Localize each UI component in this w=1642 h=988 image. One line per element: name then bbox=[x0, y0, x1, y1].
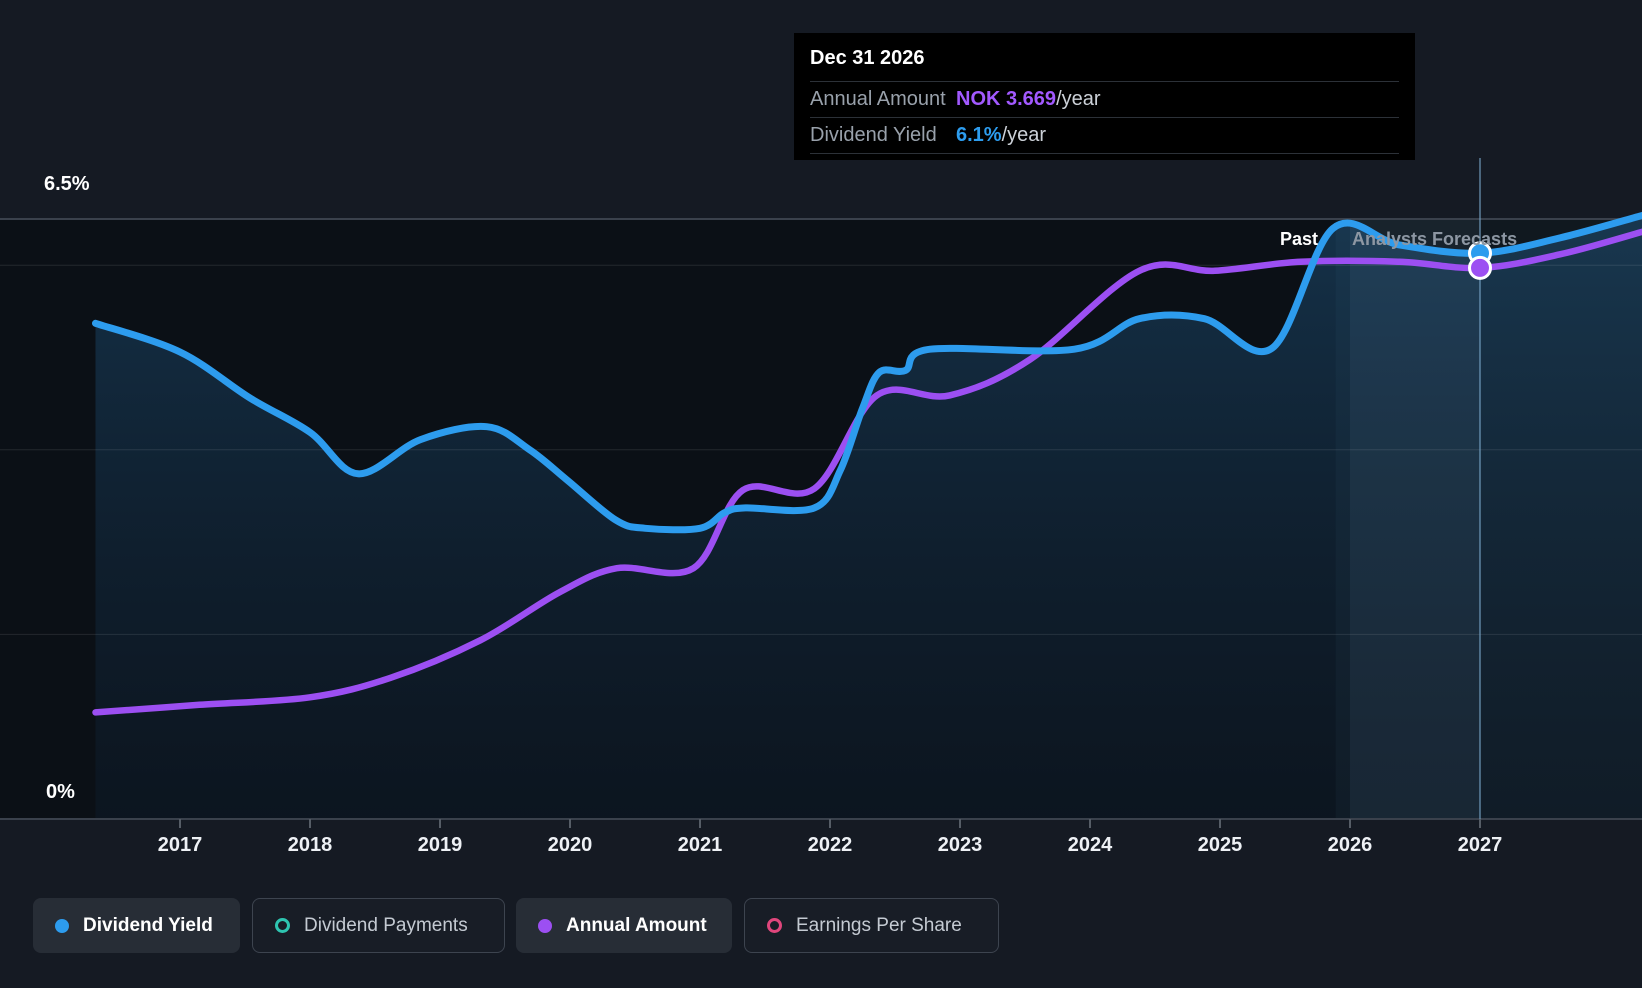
y-axis-max-label: 6.5% bbox=[44, 173, 90, 195]
legend-item-dividend-payments[interactable]: Dividend Payments bbox=[252, 898, 505, 953]
analysts-forecasts-zone-label: Analysts Forecasts bbox=[1352, 229, 1518, 249]
hover-year-highlight-band bbox=[1350, 219, 1480, 819]
annual-amount-hover-dot[interactable] bbox=[1468, 255, 1492, 280]
x-axis-label-2024: 2024 bbox=[1067, 834, 1113, 856]
tooltip-suffix-dividend-yield: /year bbox=[1001, 124, 1047, 146]
tooltip-label-annual-amount: Annual Amount bbox=[810, 88, 946, 110]
y-axis-min-label: 0% bbox=[46, 781, 75, 803]
x-axis-label-2017: 2017 bbox=[157, 834, 203, 856]
past-zone-label: Past bbox=[1279, 229, 1318, 249]
tooltip-label-dividend-yield: Dividend Yield bbox=[810, 124, 937, 146]
tooltip-date: Dec 31 2026 bbox=[810, 47, 925, 69]
x-axis-label-2020: 2020 bbox=[547, 834, 593, 856]
tooltip-row-annual-amount: Annual Amount NOK 3.669 /year bbox=[810, 81, 1399, 117]
x-axis-label-2019: 2019 bbox=[417, 834, 463, 856]
legend-item-earnings-per-share[interactable]: Earnings Per Share bbox=[744, 898, 999, 953]
chart-legend: Dividend Yield Dividend Payments Annual Am… bbox=[0, 898, 1642, 954]
x-axis-label-2021: 2021 bbox=[677, 834, 723, 856]
x-axis-label-2026: 2026 bbox=[1327, 834, 1373, 856]
legend-item-dividend-yield[interactable]: Dividend Yield bbox=[33, 898, 240, 953]
tooltip-value-dividend-yield: 6.1% bbox=[956, 124, 1002, 146]
x-axis-label-2018: 2018 bbox=[287, 834, 333, 856]
x-axis-label-2023: 2023 bbox=[937, 834, 983, 856]
legend-label-earnings-per-share: Earnings Per Share bbox=[796, 914, 962, 936]
legend-dot-earnings-per-share-icon bbox=[767, 918, 782, 933]
legend-dot-dividend-yield-icon bbox=[55, 918, 69, 933]
dividend-yield-line[interactable] bbox=[92, 211, 1642, 534]
dividend-yield-area-fill bbox=[95, 215, 1642, 819]
tooltip-value-annual-amount: NOK 3.669 bbox=[956, 88, 1057, 110]
tooltip-suffix-annual-amount: /year bbox=[1056, 88, 1101, 110]
x-axis-label-2022: 2022 bbox=[807, 834, 853, 856]
hover-tooltip: Dec 31 2026 Annual Amount NOK 3.669 /yea… bbox=[794, 33, 1415, 160]
annual-amount-line[interactable] bbox=[92, 228, 1642, 716]
x-axis-label-2025: 2025 bbox=[1197, 834, 1243, 856]
legend-dot-annual-amount-icon bbox=[538, 918, 552, 933]
legend-label-dividend-payments: Dividend Payments bbox=[304, 914, 468, 936]
legend-label-dividend-yield: Dividend Yield bbox=[83, 914, 213, 936]
legend-label-annual-amount: Annual Amount bbox=[566, 914, 707, 936]
legend-item-annual-amount[interactable]: Annual Amount bbox=[516, 898, 732, 953]
tooltip-row-dividend-yield: Dividend Yield 6.1% /year bbox=[810, 117, 1399, 154]
x-axis-label-2027: 2027 bbox=[1457, 834, 1503, 856]
legend-dot-dividend-payments-icon bbox=[275, 918, 290, 933]
